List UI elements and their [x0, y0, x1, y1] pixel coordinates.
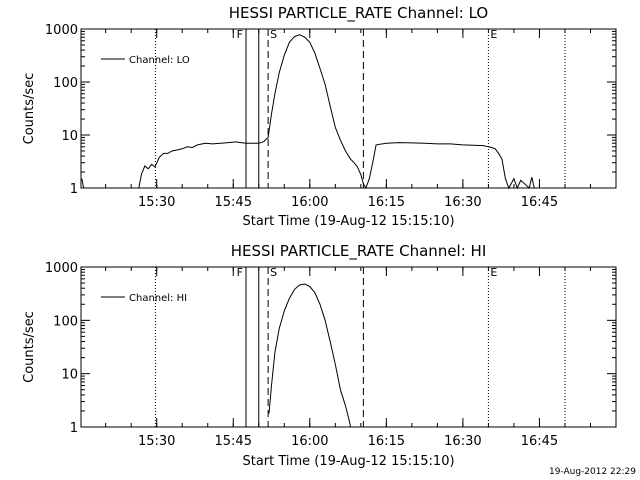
plot-frame	[80, 28, 617, 189]
x-axis-label: Start Time (19-Aug-12 15:15:10)	[242, 214, 454, 229]
marker-label: S	[270, 266, 277, 279]
marker-label: S	[270, 28, 277, 41]
marker-label: F	[237, 28, 243, 41]
x-tick-label: 16:45	[521, 434, 558, 449]
x-tick-label: 15:30	[138, 434, 175, 449]
x-tick-label: 16:15	[368, 434, 405, 449]
x-tick-label: 15:45	[215, 195, 252, 210]
y-tick-label: 1000	[45, 261, 78, 276]
y-axis-label: Counts/sec	[22, 73, 37, 145]
x-tick-label: 16:45	[521, 195, 558, 210]
x-tick-label: 16:00	[291, 434, 328, 449]
y-tick-label: 10	[61, 129, 78, 144]
y-tick-label: 1	[70, 182, 78, 197]
legend-label: Channel: HI	[129, 293, 187, 304]
x-axis-label: Start Time (19-Aug-12 15:15:10)	[242, 454, 454, 469]
series-line	[81, 34, 535, 190]
plot-frame	[80, 266, 617, 428]
plot-timestamp: 19-Aug-2012 22:29	[549, 467, 636, 477]
chart-title: HESSI PARTICLE_RATE Channel: LO	[229, 4, 488, 23]
x-tick-label: 16:30	[444, 434, 481, 449]
y-axis-label: Counts/sec	[22, 311, 37, 383]
panel-hi: HESSI PARTICLE_RATE Channel: HI 1 10 100 100…	[22, 242, 617, 469]
x-tick-label: 16:00	[291, 195, 328, 210]
panel-lo: HESSI PARTICLE_RATE Channel: LO 1 10 100 100…	[22, 4, 617, 229]
x-tick-label: 15:30	[138, 195, 175, 210]
series-line	[268, 283, 352, 428]
y-tick-label: 100	[53, 314, 78, 329]
y-tick-label: 10	[61, 368, 78, 383]
y-tick-label: 1	[70, 421, 78, 436]
x-tick-label: 16:15	[368, 195, 405, 210]
chart-title: HESSI PARTICLE_RATE Channel: HI	[231, 242, 487, 261]
legend-label: Channel: LO	[129, 55, 190, 66]
y-tick-label: 1000	[45, 23, 78, 38]
marker-label: E	[490, 266, 497, 279]
marker-label: F	[237, 266, 243, 279]
x-tick-label: 15:45	[215, 434, 252, 449]
y-tick-label: 100	[53, 76, 78, 91]
marker-label: E	[490, 28, 497, 41]
x-tick-label: 16:30	[444, 195, 481, 210]
